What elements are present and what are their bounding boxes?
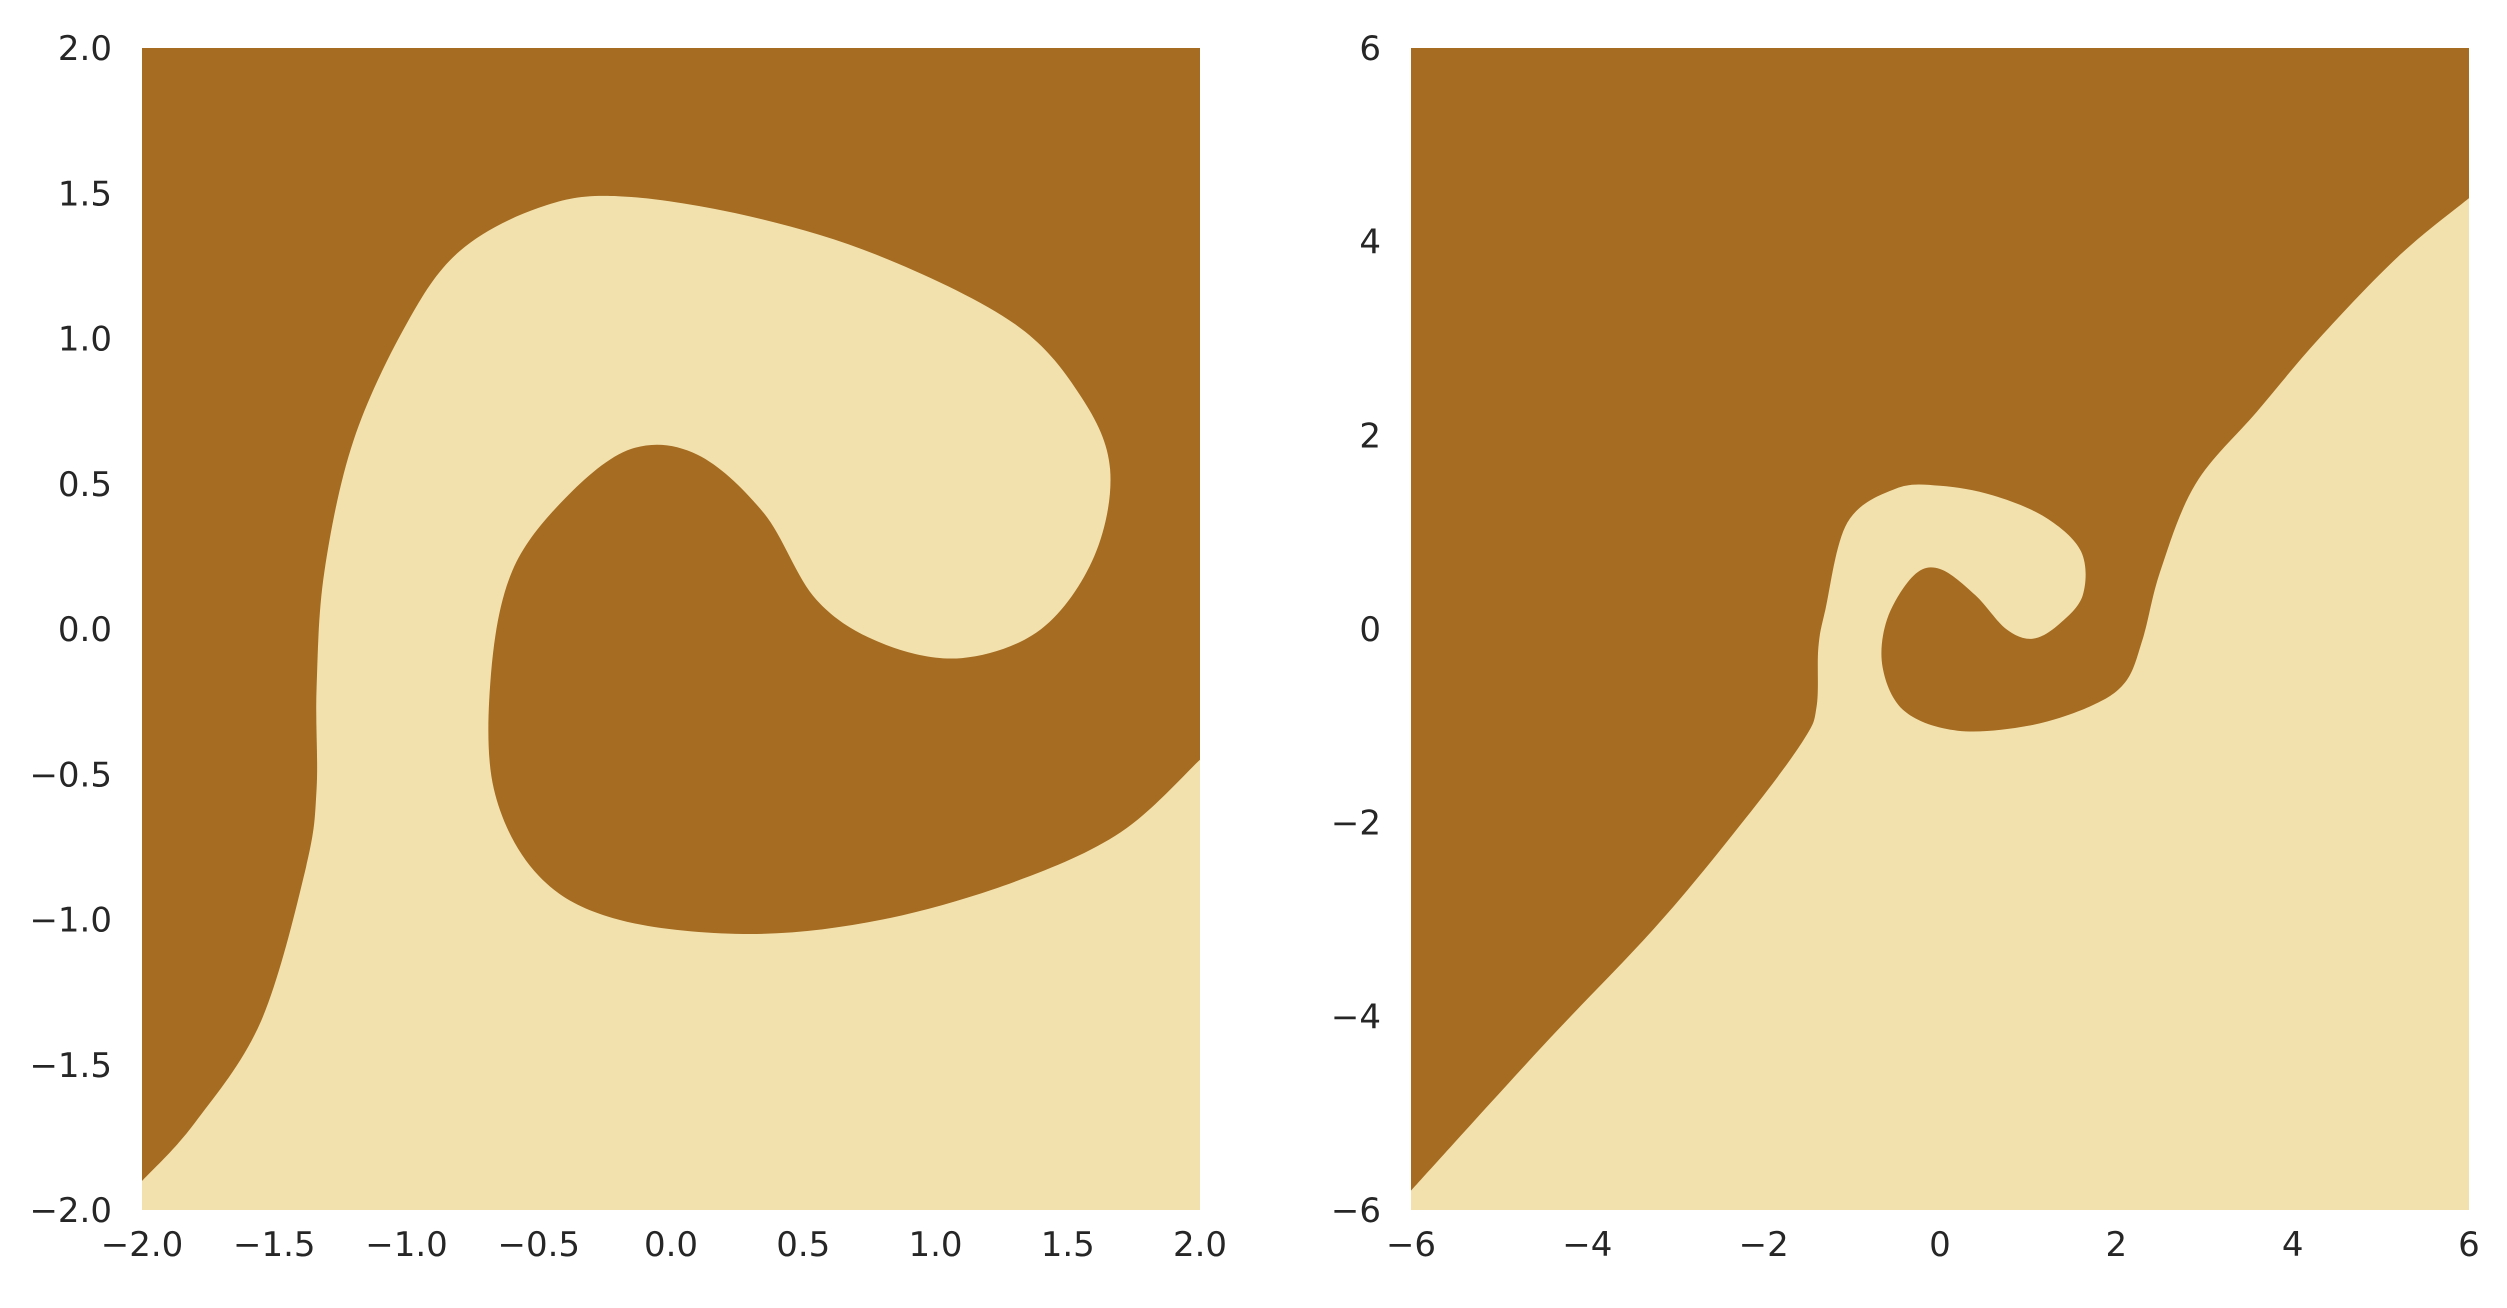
- y-tick-label: 4: [1359, 223, 1381, 263]
- x-tick-label: −4: [1562, 1225, 1612, 1265]
- y-tick-label: 0.5: [58, 465, 112, 505]
- x-tick-label: 0.5: [776, 1225, 830, 1265]
- x-tick-label: 2: [2106, 1225, 2128, 1265]
- x-tick-label: −2: [1739, 1225, 1789, 1265]
- x-tick-label: −1.0: [365, 1225, 448, 1265]
- y-tick-label: 1.5: [58, 174, 112, 214]
- x-tick-label: −0.5: [497, 1225, 580, 1265]
- y-tick-label: 0.0: [58, 610, 112, 650]
- y-tick-label: 2: [1359, 416, 1381, 456]
- y-tick-label: −0.5: [29, 755, 112, 795]
- y-tick-label: 2.0: [58, 29, 112, 69]
- x-tick-label: 2.0: [1173, 1225, 1227, 1265]
- x-tick-label: 0: [1929, 1225, 1951, 1265]
- y-tick-label: 6: [1359, 29, 1381, 69]
- region-light: [142, 195, 1200, 1211]
- x-tick-label: 1.0: [908, 1225, 962, 1265]
- x-tick-label: 0.0: [644, 1225, 698, 1265]
- y-tick-label: −1.0: [29, 901, 112, 941]
- region-light: [1411, 198, 2469, 1211]
- x-tick-label: −6: [1386, 1225, 1436, 1265]
- x-tick-label: −2.0: [101, 1225, 184, 1265]
- right-panel: −6 −4 −2 0 2 4 6 −6 −4 −2 0 2 4 6: [1331, 29, 2480, 1265]
- y-tick-label: −1.5: [29, 1046, 112, 1086]
- x-tick-label: −1.5: [233, 1225, 316, 1265]
- left-panel: −2.0 −1.5 −1.0 −0.5 0.0 0.5 1.0 1.5 2.0 −2.0 −1.5 −…: [29, 29, 1227, 1265]
- y-tick-label: 1.0: [58, 320, 112, 360]
- x-tick-label: 4: [2282, 1225, 2304, 1265]
- y-tick-label: −6: [1331, 1191, 1381, 1231]
- x-tick-label: 6: [2458, 1225, 2480, 1265]
- x-tick-label: 1.5: [1041, 1225, 1095, 1265]
- y-tick-label: −2.0: [29, 1191, 112, 1231]
- y-tick-label: −2: [1331, 804, 1381, 844]
- y-tick-label: −4: [1331, 997, 1381, 1037]
- y-tick-label: 0: [1359, 610, 1381, 650]
